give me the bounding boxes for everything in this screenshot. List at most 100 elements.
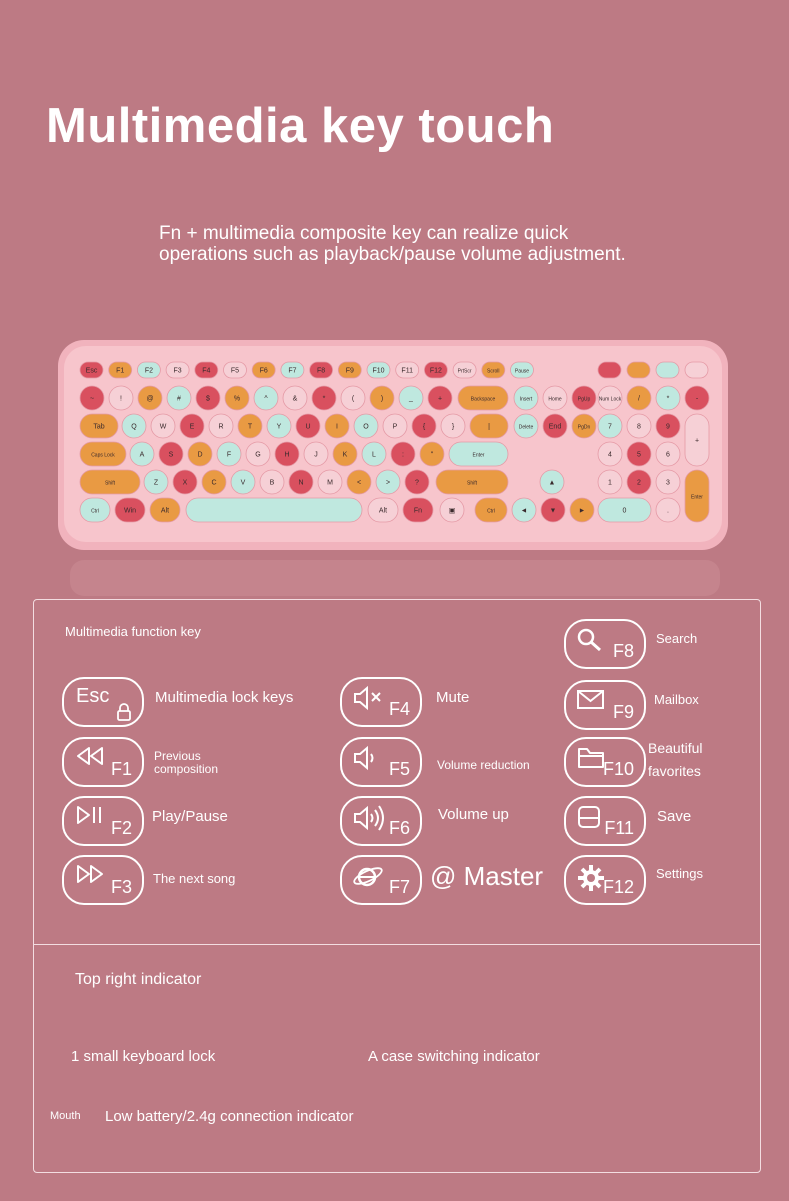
key-text: T bbox=[248, 424, 253, 431]
key-f9: F9 bbox=[564, 680, 646, 730]
key-text: F6 bbox=[260, 368, 268, 375]
key-text: F9 bbox=[346, 368, 354, 375]
keyboard-key bbox=[411, 413, 437, 439]
key-text: : bbox=[402, 452, 404, 459]
keyboard-key bbox=[266, 413, 292, 439]
keyboard-key bbox=[224, 385, 250, 411]
volume-up-icon bbox=[354, 805, 384, 831]
key-f5: F5 bbox=[340, 737, 422, 787]
keyboard-key bbox=[626, 413, 652, 439]
indicator-case: A case switching indicator bbox=[368, 1048, 540, 1065]
key-text: F10 bbox=[372, 368, 384, 375]
key-f4: F4 bbox=[340, 677, 422, 727]
key-text: + bbox=[695, 438, 699, 445]
keyboard-key bbox=[187, 441, 213, 467]
keyboard-key bbox=[309, 361, 334, 379]
gear-icon bbox=[578, 865, 604, 891]
key-label: F10 bbox=[602, 759, 634, 779]
key-f2: F2 bbox=[62, 796, 144, 846]
key-text: @ bbox=[146, 396, 153, 403]
key-text: 8 bbox=[637, 424, 641, 431]
keyboard-key bbox=[108, 361, 133, 379]
keyboard-key bbox=[324, 413, 350, 439]
keyboard-key bbox=[513, 385, 539, 411]
keyboard-key bbox=[149, 497, 181, 523]
key-text: Home bbox=[548, 397, 562, 403]
keyboard-key bbox=[195, 385, 221, 411]
key-text: PgUp bbox=[578, 397, 591, 403]
key-text: Shift bbox=[105, 481, 116, 487]
label-master: @ Master bbox=[430, 861, 544, 891]
keyboard-key bbox=[259, 469, 285, 495]
key-label: F12 bbox=[602, 877, 634, 897]
key-text: ▣ bbox=[449, 508, 456, 515]
key-text: % bbox=[234, 396, 240, 403]
label-search: Search bbox=[656, 631, 698, 646]
key-text: Y bbox=[277, 424, 282, 431]
keyboard-key bbox=[137, 361, 161, 379]
keyboard-key bbox=[79, 497, 111, 523]
key-text: / bbox=[638, 396, 640, 403]
key-text: ( bbox=[352, 396, 355, 403]
key-text: F4 bbox=[202, 368, 210, 375]
key-text: Num Lock bbox=[599, 397, 622, 403]
key-label: F1 bbox=[110, 759, 132, 779]
lock-icon bbox=[117, 703, 131, 721]
label-volume-up: Volume up bbox=[438, 806, 509, 823]
key-text: + bbox=[438, 396, 442, 403]
label-previous: Previous composition bbox=[154, 749, 219, 776]
indicator-prefix: Mouth bbox=[50, 1110, 81, 1122]
keyboard-key bbox=[137, 385, 163, 411]
key-text: F3 bbox=[174, 368, 182, 375]
keyboard-illustration: Esc F1 F2 F3 F4 F5 F6 F7 F8 F9 F10 F11 F12 PrtScr Scro… bbox=[50, 338, 740, 598]
keyboard-key bbox=[129, 441, 155, 467]
keyboard-key bbox=[539, 469, 565, 495]
key-text: # bbox=[177, 396, 181, 403]
keyboard-key bbox=[251, 361, 276, 379]
keyboard-key bbox=[353, 413, 379, 439]
keyboard-key bbox=[398, 385, 424, 411]
keyboard-key bbox=[469, 413, 509, 439]
keyboard-key bbox=[419, 441, 445, 467]
indicator-battery: Low battery/2.4g connection indicator bbox=[105, 1108, 354, 1125]
keyboard-key bbox=[597, 361, 622, 379]
key-text: < bbox=[357, 480, 361, 487]
keyboard-key bbox=[166, 385, 192, 411]
keyboard-key bbox=[108, 385, 134, 411]
keyboard-key bbox=[237, 413, 263, 439]
key-text: Backspace bbox=[471, 397, 496, 403]
keyboard-key bbox=[402, 497, 434, 523]
folder-icon bbox=[578, 748, 604, 768]
key-text: O bbox=[363, 424, 369, 431]
indicator-heading: Top right indicator bbox=[75, 971, 202, 988]
search-icon bbox=[577, 628, 601, 652]
keyboard-key bbox=[390, 441, 416, 467]
keyboard-key bbox=[382, 413, 408, 439]
key-text: Enter bbox=[473, 453, 485, 459]
keyboard-key bbox=[165, 361, 190, 379]
keyboard-key bbox=[395, 361, 420, 379]
fast-forward-icon bbox=[77, 865, 103, 883]
key-label: F5 bbox=[388, 759, 410, 779]
keyboard-key bbox=[346, 469, 372, 495]
key-text: P bbox=[393, 424, 398, 431]
key-text: F bbox=[227, 452, 231, 459]
key-text: Win bbox=[124, 508, 136, 515]
key-text: 4 bbox=[608, 452, 612, 459]
keyboard-key bbox=[282, 385, 308, 411]
keyboard-key bbox=[435, 469, 509, 495]
key-label: F11 bbox=[604, 818, 634, 838]
key-text: M bbox=[327, 480, 333, 487]
key-label: F4 bbox=[388, 699, 410, 719]
keyboard-key bbox=[79, 385, 105, 411]
key-f6: F6 bbox=[340, 796, 422, 846]
key-text: 0 bbox=[623, 508, 627, 515]
key-text: * bbox=[667, 396, 670, 403]
keyboard-key bbox=[626, 361, 651, 379]
keyboard-key bbox=[684, 385, 710, 411]
key-text: PrtScr bbox=[458, 369, 472, 375]
keyboard-key bbox=[303, 441, 329, 467]
key-text: " bbox=[431, 452, 434, 459]
keyboard-key bbox=[542, 385, 568, 411]
key-text: F8 bbox=[317, 368, 325, 375]
